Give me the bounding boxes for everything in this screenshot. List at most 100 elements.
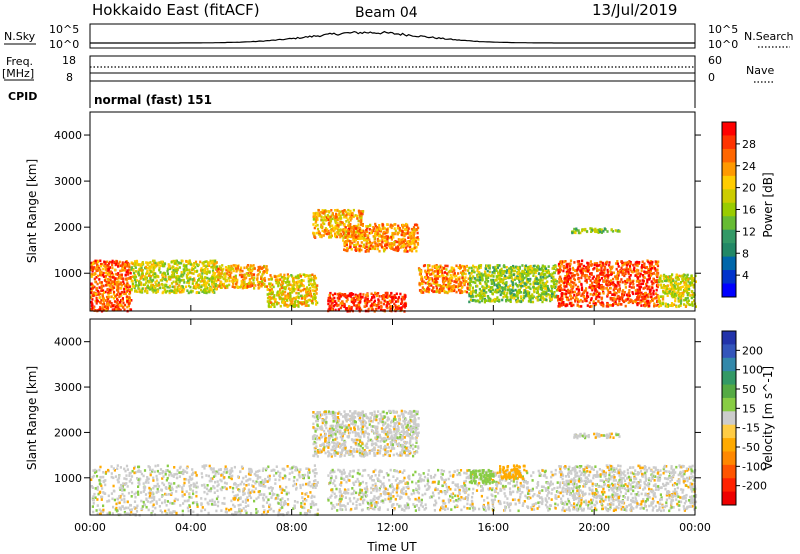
heatmap-cell	[694, 305, 697, 308]
heatmap-cell	[515, 298, 518, 302]
heatmap-cell	[108, 284, 111, 288]
heatmap-cell	[120, 283, 123, 287]
heatmap-cell	[111, 280, 114, 283]
heatmap-cell	[563, 288, 566, 291]
heatmap-cell	[502, 279, 505, 282]
heatmap-cell	[246, 268, 250, 271]
heatmap-cell	[351, 212, 354, 216]
heatmap-cell	[354, 233, 357, 237]
heatmap-cell	[480, 275, 483, 278]
heatmap-cell	[585, 274, 588, 278]
heatmap-cell	[317, 230, 320, 233]
heatmap-cell	[496, 288, 499, 292]
heatmap-cell	[390, 238, 393, 241]
heatmap-cell	[356, 242, 360, 246]
heatmap-cell	[124, 273, 127, 277]
heatmap-cell	[95, 261, 98, 265]
heatmap-cell	[666, 284, 669, 287]
heatmap-cell	[386, 301, 389, 304]
heatmap-cell	[512, 289, 515, 293]
heatmap-cell	[492, 275, 495, 278]
heatmap-cell	[653, 304, 656, 308]
heatmap-cell	[109, 270, 112, 273]
heatmap-cell	[536, 266, 539, 269]
heatmap-cell	[553, 266, 556, 269]
heatmap-cell	[333, 227, 336, 231]
heatmap-cell	[656, 303, 659, 307]
heatmap-cell	[296, 282, 299, 286]
heatmap-cell	[385, 240, 388, 244]
heatmap-cell	[647, 260, 650, 264]
heatmap-cell	[476, 273, 479, 277]
heatmap-cell	[246, 283, 249, 286]
heatmap-cell	[104, 265, 107, 269]
heatmap-cell	[275, 293, 279, 297]
heatmap-cell	[575, 227, 578, 231]
heatmap-cell	[386, 230, 389, 234]
heatmap-cell	[523, 296, 526, 300]
heatmap-cell	[358, 308, 361, 311]
heatmap-cell	[475, 265, 478, 269]
heatmap-cell	[536, 296, 539, 299]
heatmap-cell	[376, 239, 379, 243]
heatmap-cell	[323, 228, 327, 232]
heatmap-cell	[397, 248, 400, 251]
heatmap-cell	[584, 289, 587, 293]
heatmap-cell	[610, 228, 613, 231]
heatmap-cell	[649, 292, 652, 295]
heatmap-cell	[526, 267, 529, 271]
heatmap-cell	[604, 276, 607, 280]
heatmap-cell	[270, 276, 273, 279]
heatmap-cell	[668, 275, 671, 278]
heatmap-cell	[127, 273, 130, 276]
heatmap-cell	[325, 216, 328, 219]
heatmap-cell	[393, 302, 396, 306]
heatmap-cell	[167, 277, 170, 281]
heatmap-cell	[459, 291, 462, 295]
heatmap-cell	[544, 269, 547, 272]
heatmap-cell	[182, 290, 185, 293]
heatmap-cell	[144, 275, 147, 278]
heatmap-cell	[119, 276, 122, 280]
heatmap-cell	[119, 308, 122, 312]
heatmap-cell	[672, 293, 676, 297]
heatmap-cell	[679, 282, 682, 286]
heatmap-cell	[124, 284, 127, 287]
heatmap-cell	[382, 302, 385, 306]
heatmap-cell	[528, 279, 531, 282]
heatmap-cell	[464, 272, 467, 276]
heatmap-cell	[190, 271, 193, 275]
heatmap-cell	[141, 274, 144, 278]
heatmap-cell	[569, 278, 572, 282]
heatmap-cell	[214, 265, 217, 269]
heatmap-cell	[517, 270, 520, 274]
heatmap-cell	[197, 285, 200, 288]
heatmap-cell	[427, 266, 430, 270]
heatmap-cell	[389, 225, 392, 228]
heatmap-cell	[348, 292, 351, 296]
heatmap-cell	[148, 286, 151, 289]
heatmap-cell	[151, 270, 154, 274]
heatmap-cell	[354, 214, 357, 217]
heatmap-cell	[493, 300, 496, 303]
heatmap-cell	[656, 279, 659, 282]
heatmap-cell	[652, 292, 655, 295]
heatmap-cell	[378, 305, 381, 309]
heatmap-cell	[623, 300, 626, 304]
heatmap-cell	[222, 277, 225, 281]
heatmap-cell	[119, 281, 122, 284]
heatmap-cell	[111, 281, 114, 285]
heatmap-cell	[349, 215, 352, 219]
heatmap-cell	[458, 278, 461, 281]
heatmap-cell	[206, 267, 209, 271]
heatmap-cell	[620, 260, 623, 263]
heatmap-cell	[638, 285, 641, 289]
heatmap-cell	[461, 269, 465, 273]
heatmap-cell	[572, 285, 575, 288]
heatmap-cell	[294, 281, 297, 284]
heatmap-cell	[394, 296, 397, 300]
heatmap-cell	[636, 284, 639, 287]
heatmap-cell	[476, 269, 479, 273]
heatmap-cell	[550, 297, 553, 301]
heatmap-cell	[168, 291, 171, 295]
